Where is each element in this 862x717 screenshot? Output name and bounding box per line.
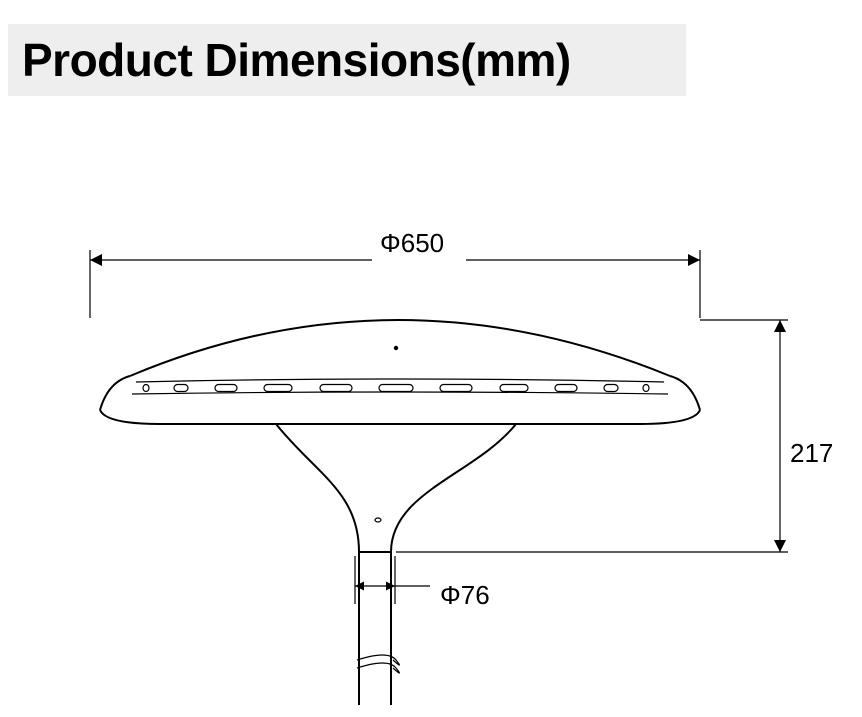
height-dimension-label: 217 (790, 438, 833, 469)
pole-dimension-label: Φ76 (440, 580, 490, 611)
width-dimension-label: Φ650 (380, 228, 444, 259)
dimension-drawing (0, 0, 862, 717)
